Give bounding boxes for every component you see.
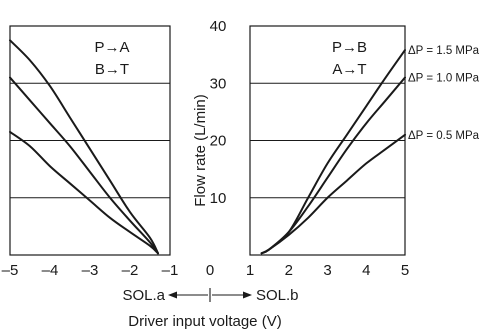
x-tick-label: –4 <box>42 262 59 279</box>
direction-arrows <box>168 288 252 302</box>
grid <box>10 82 405 199</box>
y-tick-label: 10 <box>210 190 227 207</box>
x-tick-label: 4 <box>362 262 370 279</box>
right-annotation-line-2: A→T <box>332 61 366 78</box>
left-annotation-line-2: B→T <box>95 61 129 78</box>
y-axis-label: Flow rate (L/min) <box>192 94 209 207</box>
x-tick-label: 1 <box>246 262 254 279</box>
sol-b-arrow-head <box>243 291 252 299</box>
x-axis-label: Driver input voltage (V) <box>128 313 281 330</box>
series-line-left-2 <box>9 130 159 255</box>
series-line-right-1 <box>260 76 406 255</box>
left-plot-frame <box>9 25 171 256</box>
y-tick-label: 20 <box>210 133 227 150</box>
left-annotation-line-1: P→A <box>94 39 129 56</box>
sol-b-label: SOL.b <box>256 287 299 304</box>
x-tick-label: 3 <box>323 262 331 279</box>
sol-a-arrow-head <box>168 291 177 299</box>
series-line-right-2 <box>260 133 406 255</box>
right-annotation-line-1: P→B <box>332 39 367 56</box>
series-line-left-0 <box>9 39 159 255</box>
x-tick-label: –2 <box>122 262 139 279</box>
series-label-1-5-mpa: ΔP = 1.5 MPa <box>408 45 480 57</box>
x-tick-label: –3 <box>82 262 99 279</box>
y-tick-labels: 10 20 30 40 <box>210 18 227 207</box>
series-label-1-0-mpa: ΔP = 1.0 MPa <box>408 73 480 85</box>
series-label-0-5-mpa: ΔP = 0.5 MPa <box>408 130 480 142</box>
x-tick-label: 5 <box>401 262 409 279</box>
x-tick-label: –1 <box>162 262 179 279</box>
x-tick-label: –5 <box>2 262 19 279</box>
y-tick-label: 30 <box>210 75 227 92</box>
sol-a-label: SOL.a <box>122 287 165 304</box>
x-tick-label: 0 <box>206 262 214 279</box>
x-tick-labels: –5 –4 –3 –2 –1 0 1 2 3 4 5 <box>2 262 410 279</box>
y-tick-label: 40 <box>210 18 227 35</box>
x-tick-label: 2 <box>285 262 293 279</box>
curves <box>9 39 406 255</box>
series-line-left-1 <box>9 76 159 255</box>
right-plot-frame <box>249 25 406 256</box>
